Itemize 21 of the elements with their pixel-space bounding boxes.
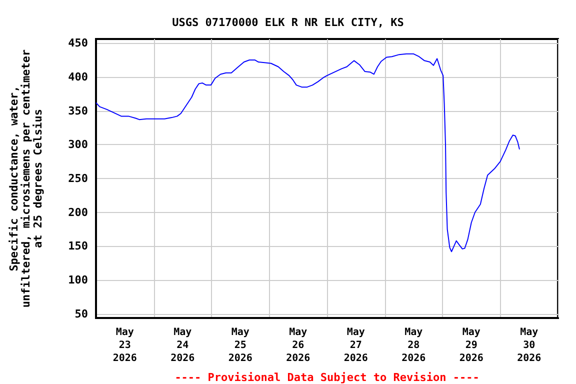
x-tick-label: May 25 2026 [228, 327, 252, 364]
chart-title: USGS 07170000 ELK R NR ELK CITY, KS [172, 16, 404, 29]
x-tick-label: May 28 2026 [402, 327, 426, 364]
text: ---- Provisional Data Subject to Revision ---- [174, 371, 480, 384]
y-tick-label: 400 [68, 70, 88, 84]
x-tick-label: May 27 2026 [344, 327, 368, 364]
x-tick-label: May 23 2026 [112, 327, 137, 364]
x-tick-label: May 30 2026 [517, 327, 542, 364]
y-tick-label: 250 [68, 172, 88, 185]
x-tick-label: May 26 2026 [286, 327, 310, 364]
y-tick-label: 200 [68, 206, 88, 219]
y-tick-label: 50 [74, 307, 88, 320]
y-tick-label: 300 [68, 138, 88, 152]
x-tick-label: May 29 2026 [459, 327, 484, 364]
line-series [96, 53, 520, 252]
y-axis-title: Specific conductance, water, unfiltered, microsiemens per centimeter at 25 degrees Celsius [8, 48, 44, 308]
x-tick-label: May 24 2026 [170, 327, 195, 364]
y-tick-label: 150 [68, 240, 88, 253]
y-tick-label: 350 [68, 104, 88, 118]
y-tick-label: 450 [68, 36, 88, 50]
y-tick-label: 100 [68, 274, 88, 287]
